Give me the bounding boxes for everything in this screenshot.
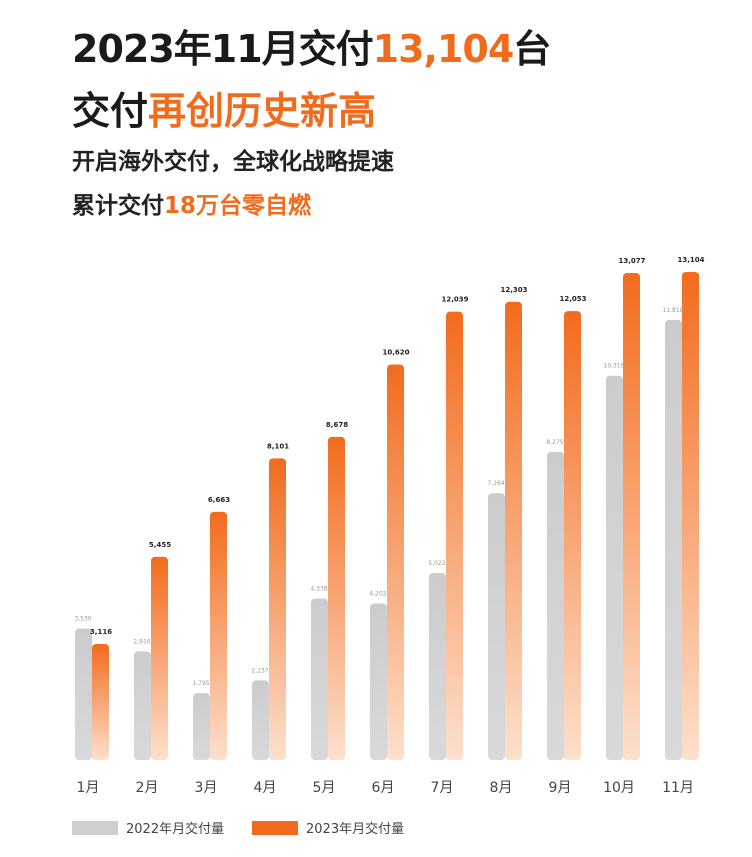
data-label-2023: 12,053 bbox=[559, 295, 586, 303]
bar-2023 bbox=[564, 311, 581, 760]
bar-2022 bbox=[134, 651, 151, 760]
x-tick-label: 7月 bbox=[431, 780, 454, 796]
title-line2: 交付再创历史新高 bbox=[72, 89, 377, 133]
bar-2022 bbox=[547, 451, 564, 760]
bar-2023 bbox=[210, 511, 227, 760]
x-tick-label: 5月 bbox=[313, 780, 336, 796]
x-tick-label: 3月 bbox=[195, 780, 218, 796]
bar-2023 bbox=[151, 556, 168, 760]
x-tick-label: 11月 bbox=[662, 780, 694, 796]
x-tick-label: 4月 bbox=[254, 780, 277, 796]
data-label-2022: 3,530 bbox=[74, 616, 91, 623]
bar-2022 bbox=[606, 375, 623, 760]
x-tick-label: 9月 bbox=[549, 780, 572, 796]
legend-label-2023: 2023年月交付量 bbox=[306, 821, 404, 837]
data-label-2022: 2,137 bbox=[251, 667, 268, 674]
data-label-2022: 5,022 bbox=[428, 560, 445, 567]
bar-2023 bbox=[387, 364, 404, 760]
x-tick-label: 10月 bbox=[603, 780, 635, 796]
data-label-2023: 13,077 bbox=[618, 257, 645, 265]
bar-2023 bbox=[682, 272, 699, 760]
bar-2022 bbox=[370, 603, 387, 760]
bar-2022 bbox=[665, 319, 682, 760]
data-label-2022: 10,319 bbox=[604, 363, 625, 370]
bar-2023 bbox=[328, 436, 345, 760]
x-tick-label: 1月 bbox=[77, 780, 100, 796]
data-label-2023: 13,104 bbox=[677, 256, 704, 264]
data-label-2023: 3,116 bbox=[90, 628, 112, 636]
bar-2023 bbox=[446, 311, 463, 760]
data-label-2023: 8,678 bbox=[326, 421, 348, 429]
data-label-2022: 7,164 bbox=[487, 480, 504, 487]
data-label-2023: 6,663 bbox=[208, 496, 230, 504]
bar-2023 bbox=[505, 301, 522, 760]
data-label-2022: 11,818 bbox=[663, 307, 684, 314]
data-label-2022: 4,202 bbox=[369, 591, 386, 598]
data-label-2023: 10,620 bbox=[382, 349, 409, 357]
x-tick-label: 8月 bbox=[490, 780, 513, 796]
bar-2022 bbox=[193, 693, 210, 760]
data-label-2023: 12,303 bbox=[500, 286, 527, 294]
data-label-2023: 12,039 bbox=[441, 296, 468, 304]
data-label-2022: 4,338 bbox=[310, 585, 327, 592]
legend-swatch-2022 bbox=[72, 821, 118, 835]
subtitle-1: 开启海外交付，全球化战略提速 bbox=[72, 149, 394, 175]
x-tick-label: 6月 bbox=[372, 780, 395, 796]
bar-2023 bbox=[92, 643, 109, 760]
subtitle-2: 累计交付18万台零自燃 bbox=[72, 193, 312, 219]
data-label-2023: 8,101 bbox=[267, 442, 289, 450]
bar-2022 bbox=[252, 680, 269, 760]
data-label-2022: 1,795 bbox=[192, 680, 209, 687]
data-label-2023: 5,455 bbox=[149, 541, 171, 549]
bar-2022 bbox=[311, 598, 328, 760]
bar-2023 bbox=[623, 273, 640, 760]
legend-swatch-2023 bbox=[252, 821, 298, 835]
data-label-2022: 2,916 bbox=[133, 638, 150, 645]
title: 2023年11月交付13,104台 bbox=[72, 27, 551, 71]
data-label-2022: 8,275 bbox=[546, 439, 563, 446]
x-tick-label: 2月 bbox=[136, 780, 159, 796]
legend-label-2022: 2022年月交付量 bbox=[126, 821, 224, 837]
bar-2022 bbox=[488, 493, 505, 760]
bar-2023 bbox=[269, 458, 286, 760]
bar-2022 bbox=[429, 572, 446, 760]
bar-2022 bbox=[75, 628, 92, 760]
